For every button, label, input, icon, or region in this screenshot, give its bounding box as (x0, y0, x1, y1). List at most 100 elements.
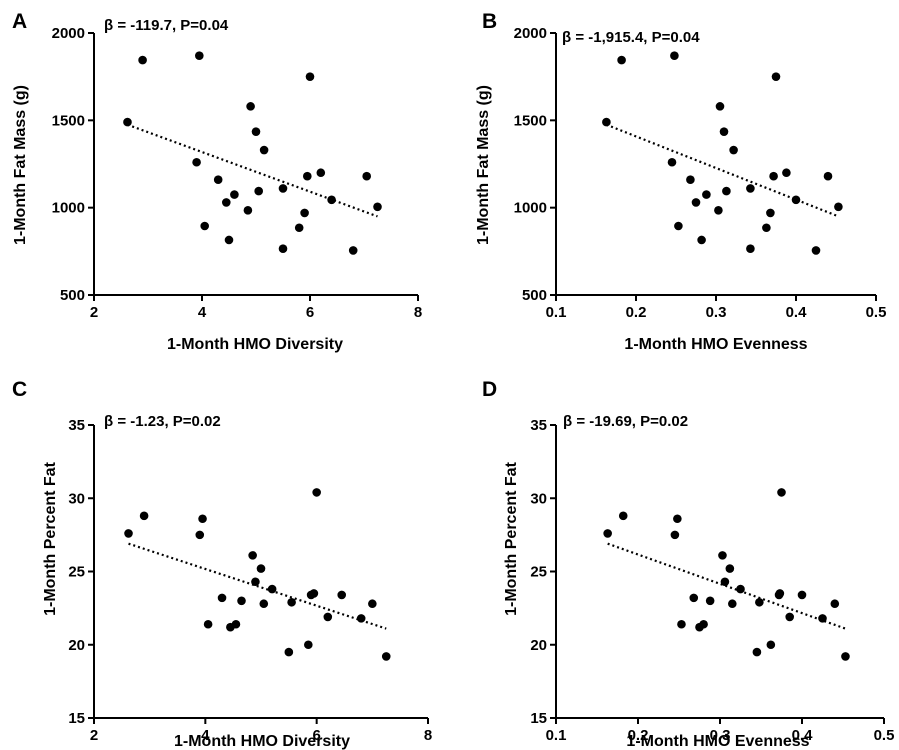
data-point-b (769, 171, 778, 181)
x-tick-label-c: 8 (424, 727, 432, 744)
data-point-a (123, 117, 132, 127)
y-tick-label-c: 25 (68, 564, 85, 581)
y-tick-label-a: 500 (60, 287, 85, 304)
data-point-c (337, 590, 347, 600)
y-tick-label-c: 35 (68, 417, 85, 434)
data-point-a (254, 186, 263, 196)
panel-d: D β = -19.69, P=0.02 0.1 0.2 0.3 0.4 0.5 15 20… (482, 378, 894, 750)
x-tick-label-b: 0.4 (786, 304, 808, 321)
plot-area-a: 2 4 6 8 500 1000 1500 2000 (52, 25, 423, 321)
data-point-a (316, 168, 326, 178)
data-point-a (259, 145, 269, 155)
y-tick-label-c: 15 (68, 710, 85, 727)
data-point-a (246, 102, 255, 111)
data-point-c (356, 614, 366, 623)
data-point-c (237, 596, 246, 606)
data-point-b (719, 127, 729, 136)
data-point-b (771, 72, 781, 81)
data-point-b (670, 51, 679, 61)
data-point-a (213, 175, 223, 185)
data-point-c (381, 652, 391, 661)
data-point-c (217, 593, 227, 603)
y-tick-label-b: 500 (522, 287, 547, 304)
x-tick-label-d: 0.5 (874, 727, 895, 744)
data-point-c (139, 511, 149, 521)
data-point-c (287, 597, 296, 607)
panel-letter-a: A (12, 10, 27, 33)
y-axis-label-a: 1-Month Fat Mass (g) (12, 85, 29, 245)
plot-area-d: 0.1 0.2 0.3 0.4 0.5 15 20 25 30 35 (530, 417, 894, 744)
y-tick-label-a: 2000 (52, 25, 85, 42)
data-point-d (797, 590, 807, 600)
trend-line-c (128, 542, 387, 630)
x-tick-label-c: 4 (201, 727, 210, 744)
y-tick-label-d: 25 (530, 564, 547, 581)
y-tick-label-c: 20 (68, 637, 85, 654)
data-point-b (691, 198, 701, 207)
x-tick-label-b: 0.2 (626, 304, 647, 321)
data-point-b (746, 244, 755, 254)
x-tick-label-b: 0.1 (546, 304, 567, 321)
data-point-b (729, 145, 738, 155)
data-point-c (256, 564, 266, 573)
x-axis-label-c: 1-Month HMO Diversity (174, 733, 350, 750)
data-point-c (259, 599, 269, 609)
y-tick-label-d: 35 (530, 417, 547, 434)
data-point-b (667, 157, 677, 167)
stat-annotation-d: β = -19.69, P=0.02 (563, 413, 688, 430)
data-point-a (230, 190, 239, 199)
data-point-a (294, 223, 304, 233)
plot-area-b: 0.1 0.2 0.3 0.4 0.5 500 1000 1500 2000 (514, 25, 887, 321)
data-point-d (830, 599, 840, 609)
trend-line-b (605, 123, 839, 218)
data-point-c (323, 612, 333, 622)
data-point-a (200, 221, 209, 231)
data-point-c (267, 584, 277, 594)
trend-line-d (607, 542, 846, 630)
panel-letter-c: C (12, 378, 27, 401)
x-axis-label-b: 1-Month HMO Evenness (624, 336, 807, 353)
data-point-d (785, 612, 794, 622)
y-tick-label-b: 1500 (514, 112, 547, 129)
data-point-d (725, 564, 735, 573)
data-point-d (718, 551, 727, 560)
data-point-d (728, 599, 737, 609)
x-axis-label-a: 1-Month HMO Diversity (167, 336, 343, 353)
data-point-a (327, 195, 336, 205)
trend-line-a (127, 123, 378, 218)
data-point-d (670, 530, 680, 540)
data-point-b (714, 205, 723, 215)
panel-c: C β = -1.23, P=0.02 2 4 6 8 15 20 25 30 35 1-Mon… (12, 378, 432, 750)
plot-area-c: 2 4 6 8 15 20 25 30 35 (68, 417, 432, 744)
x-tick-label-d: 0.1 (546, 727, 567, 744)
data-point-c (284, 647, 294, 657)
data-point-d (755, 597, 764, 607)
data-point-c (203, 619, 213, 629)
x-tick-label-c: 6 (312, 727, 320, 744)
data-point-a (348, 246, 358, 255)
data-point-d (736, 584, 745, 594)
data-point-b (823, 171, 833, 181)
stat-annotation-c: β = -1.23, P=0.02 (104, 413, 221, 430)
stat-annotation-a: β = -119.7, P=0.04 (104, 17, 229, 34)
stat-annotation-b: β = -1,915.4, P=0.04 (562, 29, 700, 46)
data-point-b (834, 202, 843, 212)
data-point-b (762, 223, 771, 233)
data-point-b (686, 175, 695, 185)
data-point-c (368, 599, 377, 609)
y-axis-label-c: 1-Month Percent Fat (42, 461, 59, 615)
y-tick-label-b: 1000 (514, 200, 547, 217)
x-tick-label-a: 6 (306, 304, 314, 321)
data-point-a (373, 202, 382, 212)
data-point-d (618, 511, 628, 521)
x-axis-label-d: 1-Month HMO Evenness (626, 733, 809, 750)
panel-b: B β = -1,915.4, P=0.04 0.1 0.2 0.3 0.4 0.5 50… (475, 10, 886, 353)
data-point-b (602, 117, 611, 127)
data-point-b (702, 190, 711, 199)
data-point-b (722, 186, 731, 196)
data-point-b (766, 208, 775, 218)
x-tick-label-b: 0.5 (866, 304, 887, 321)
data-point-a (278, 244, 288, 254)
data-point-c (248, 551, 257, 560)
